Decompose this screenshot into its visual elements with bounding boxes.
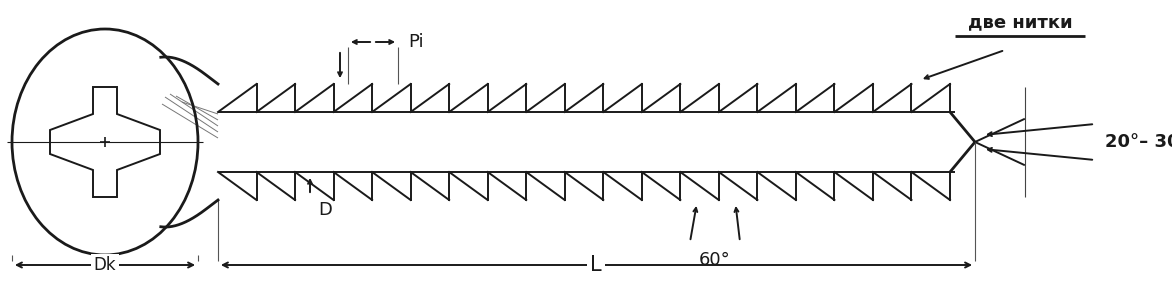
Text: 20°– 30°: 20°– 30° (1105, 133, 1172, 151)
Text: 60°: 60° (700, 251, 731, 269)
Text: L: L (591, 255, 601, 275)
Text: Dk: Dk (94, 256, 116, 274)
Text: Pi: Pi (408, 33, 423, 51)
Text: D: D (318, 201, 332, 219)
Text: L: L (591, 255, 601, 275)
Text: две нитки: две нитки (968, 13, 1072, 31)
